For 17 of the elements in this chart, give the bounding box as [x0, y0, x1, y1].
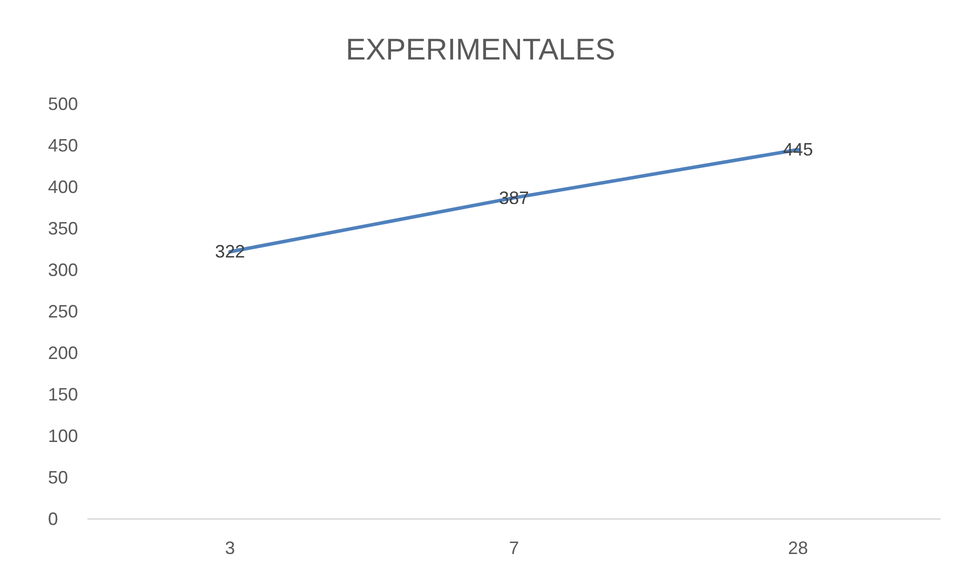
y-tick-label: 50 [48, 468, 68, 488]
x-tick-label: 3 [224, 538, 236, 558]
y-tick-label: 200 [48, 343, 78, 363]
chart-title: EXPERIMENTALES [346, 34, 616, 66]
y-tick-label: 100 [48, 426, 78, 446]
y-tick-label: 150 [48, 384, 78, 404]
y-tick-label: 250 [48, 302, 78, 322]
y-tick-label: 450 [48, 136, 78, 156]
x-tick-label: 28 [788, 538, 808, 558]
y-tick-label: 400 [48, 177, 78, 197]
data-label: 445 [782, 140, 814, 160]
data-label: 322 [214, 242, 246, 262]
y-tick-label: 300 [48, 260, 78, 280]
y-tick-label: 0 [48, 509, 58, 529]
x-tick-label: 7 [508, 538, 520, 558]
y-tick-label: 350 [48, 218, 78, 238]
y-tick-label: 500 [48, 94, 78, 114]
